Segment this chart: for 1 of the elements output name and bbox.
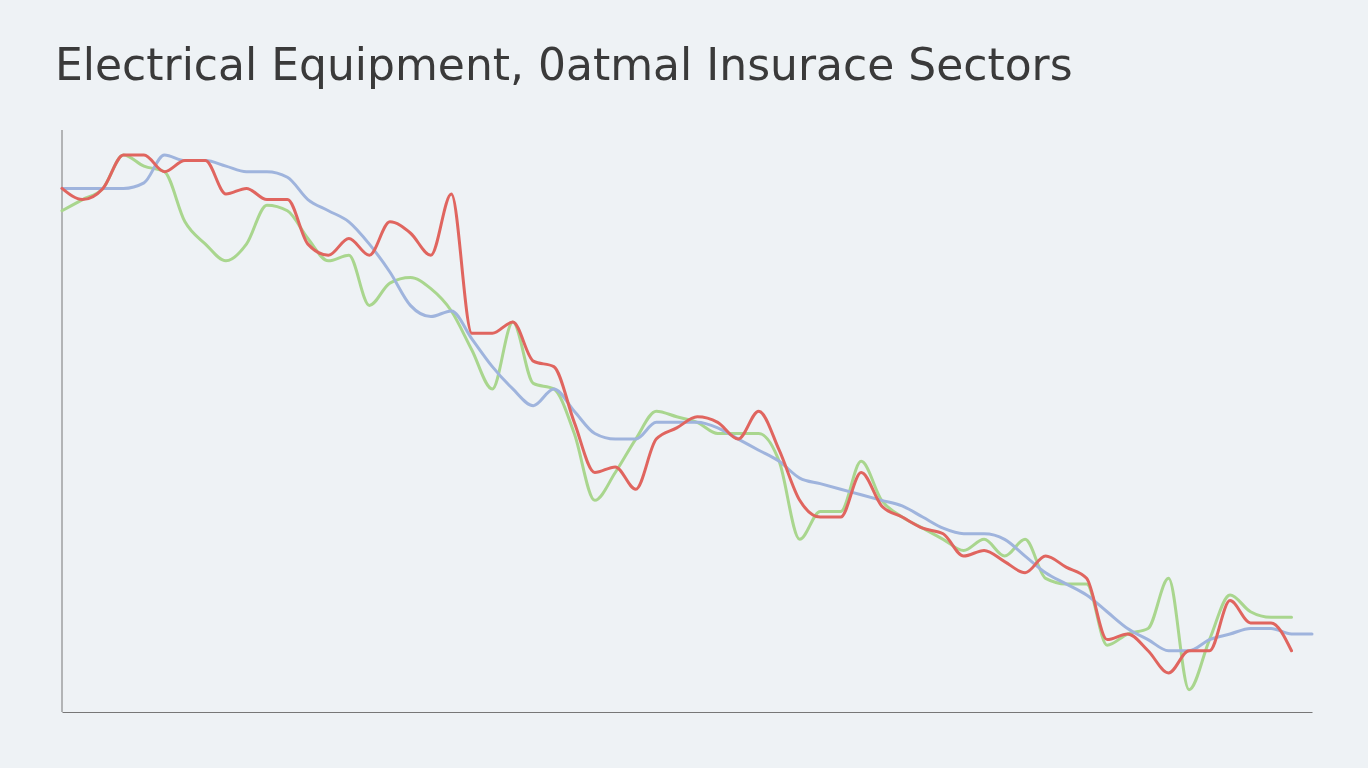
chart-title: Electrical Equipment, 0atmal Insurace Sectors <box>55 39 1073 90</box>
